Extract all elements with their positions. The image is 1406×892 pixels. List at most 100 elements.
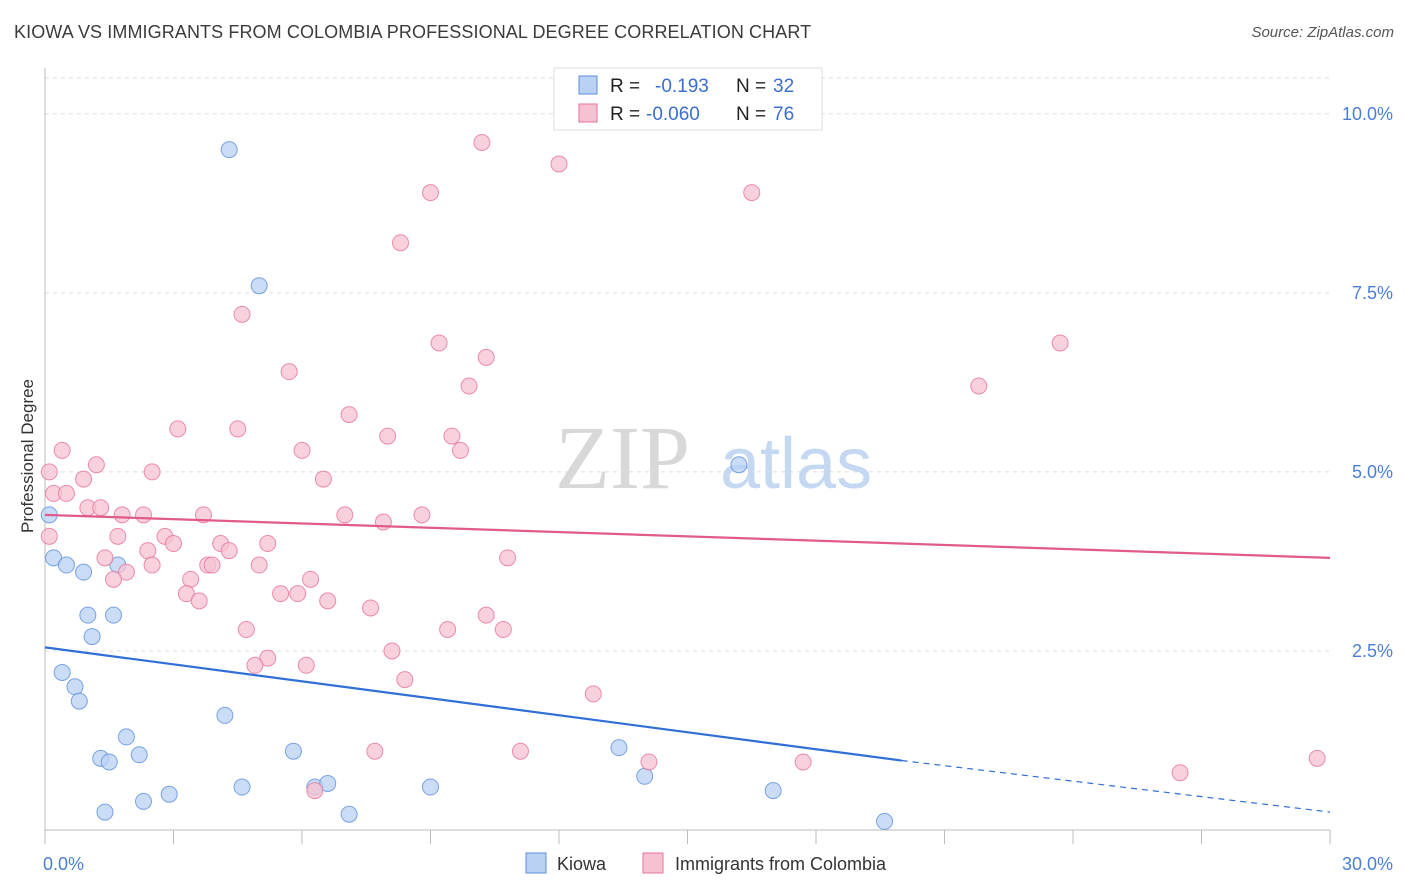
point-kiowa [764, 782, 782, 800]
point-colombia [259, 649, 277, 667]
y-tick-label: 10.0% [1342, 104, 1393, 124]
point-colombia [1171, 764, 1189, 782]
point-colombia [794, 753, 812, 771]
point-colombia [237, 620, 255, 638]
point-kiowa [250, 277, 268, 295]
point-colombia [477, 606, 495, 624]
legend-swatch-colombia [578, 103, 598, 123]
legend-box [553, 67, 823, 131]
point-colombia [460, 377, 478, 395]
point-kiowa [117, 728, 135, 746]
point-colombia [143, 556, 161, 574]
point-kiowa [79, 606, 97, 624]
point-kiowa [83, 628, 101, 646]
point-colombia [280, 363, 298, 381]
legend-n-value-kiowa: 32 [773, 76, 794, 97]
y-axis-label: Professional Degree [18, 379, 37, 533]
point-colombia [340, 406, 358, 424]
point-colombia [494, 620, 512, 638]
legend: R = -0.193 N = 32 R = -0.060 N = 76 [553, 67, 823, 131]
watermark-zip: ZIP [555, 409, 690, 508]
point-colombia [477, 348, 495, 366]
point-colombia [259, 535, 277, 553]
point-colombia [374, 513, 392, 531]
point-colombia [113, 506, 131, 524]
trend-line-kiowa [44, 646, 902, 762]
point-kiowa [422, 778, 439, 796]
point-colombia [143, 463, 161, 481]
chart-title: KIOWA VS IMMIGRANTS FROM COLOMBIA PROFES… [14, 22, 812, 42]
point-colombia [443, 427, 461, 445]
point-colombia [203, 556, 221, 574]
trend-line-colombia [44, 513, 1331, 559]
point-colombia [511, 742, 529, 760]
trend-lines [44, 513, 1331, 813]
point-kiowa [636, 767, 654, 785]
point-colombia [640, 753, 658, 771]
point-kiowa [70, 692, 88, 710]
point-kiowa [730, 456, 748, 474]
point-colombia [105, 570, 123, 588]
source-label: Source: ZipAtlas.com [1251, 24, 1394, 41]
point-colombia [1051, 334, 1069, 352]
bottom-legend-label-kiowa: Kiowa [557, 854, 607, 874]
bottom-legend: Kiowa Immigrants from Colombia [525, 852, 887, 874]
bottom-legend-label-colombia: Immigrants from Colombia [675, 854, 887, 874]
point-colombia [75, 470, 93, 488]
y-tick-label: 7.5% [1352, 283, 1393, 303]
point-colombia [117, 563, 135, 581]
legend-r-value-kiowa: -0.193 [655, 76, 709, 97]
point-colombia [302, 570, 320, 588]
x-tick-label: 30.0% [1342, 854, 1393, 874]
watermark: ZIP atlas [555, 409, 872, 508]
trend-line-kiowa-extension [901, 759, 1331, 813]
bottom-legend-swatch-colombia [642, 852, 664, 874]
point-colombia [550, 155, 568, 173]
point-colombia [1308, 749, 1326, 767]
point-kiowa [66, 678, 84, 696]
point-colombia [413, 506, 431, 524]
point-colombia [499, 549, 517, 567]
point-kiowa [105, 606, 123, 624]
y-tick-label: 5.0% [1352, 462, 1393, 482]
point-colombia [177, 585, 195, 603]
legend-swatch-kiowa [578, 75, 598, 95]
point-colombia [57, 484, 75, 502]
point-colombia [109, 527, 127, 545]
point-kiowa [876, 812, 894, 830]
point-colombia [165, 535, 182, 553]
bottom-legend-swatch-kiowa [525, 852, 547, 874]
point-colombia [139, 542, 157, 560]
point-colombia [439, 620, 457, 638]
point-colombia [220, 542, 238, 560]
legend-r-label-colombia: R = [610, 104, 640, 125]
point-kiowa [220, 141, 238, 159]
point-colombia [233, 305, 251, 323]
point-colombia [319, 592, 337, 610]
legend-n-label-kiowa: N = [736, 76, 766, 97]
point-colombia [396, 671, 414, 689]
point-colombia [53, 441, 71, 459]
point-kiowa [160, 785, 178, 803]
point-colombia [250, 556, 268, 574]
point-colombia [40, 527, 58, 545]
point-colombia [293, 441, 311, 459]
point-colombia [289, 585, 307, 603]
point-colombia [584, 685, 602, 703]
point-colombia [473, 133, 491, 151]
point-colombia [383, 642, 401, 660]
point-kiowa [216, 706, 234, 724]
legend-n-label-colombia: N = [736, 104, 766, 125]
point-kiowa [75, 563, 93, 581]
point-colombia [366, 742, 384, 760]
point-kiowa [96, 803, 114, 821]
point-colombia [182, 570, 200, 588]
point-kiowa [610, 739, 628, 757]
point-colombia [297, 656, 315, 674]
point-colombia [40, 463, 58, 481]
point-kiowa [284, 742, 302, 760]
legend-n-value-colombia: 76 [773, 104, 794, 125]
point-colombia [135, 506, 153, 524]
point-colombia [246, 656, 264, 674]
point-colombia [87, 456, 105, 474]
